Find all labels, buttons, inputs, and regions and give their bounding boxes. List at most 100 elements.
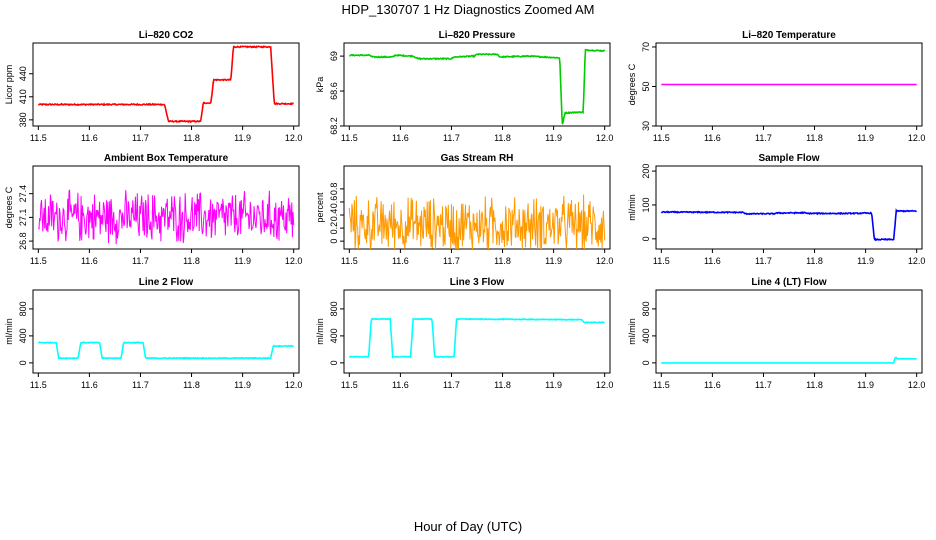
y-tick-label: 800 bbox=[329, 301, 339, 316]
x-tick-label: 11.6 bbox=[704, 380, 721, 390]
x-tick-label: 11.6 bbox=[81, 256, 98, 266]
x-tick-label: 11.8 bbox=[494, 256, 511, 266]
plot-frame bbox=[343, 42, 611, 127]
y-tick-label: 0.2 bbox=[329, 222, 339, 235]
y-axis-label: Licor ppm bbox=[4, 65, 14, 105]
panel-title: Gas Stream RH bbox=[441, 153, 514, 164]
x-tick-label: 11.6 bbox=[81, 380, 98, 390]
y-tick-label: 26.8 bbox=[18, 232, 28, 250]
y-tick-label: 27.1 bbox=[18, 209, 28, 227]
x-tick-label: 11.7 bbox=[443, 133, 460, 143]
y-tick-label: 800 bbox=[641, 301, 651, 316]
x-tick-label: 11.8 bbox=[183, 256, 200, 266]
x-tick-label: 11.8 bbox=[806, 133, 823, 143]
panel-line4-flow: Line 4 (LT) Flow 11.5 11.6 11.7 11.8 11.9 12.0… bbox=[627, 277, 925, 390]
y-tick-label: 0.8 bbox=[329, 183, 339, 196]
y-tick-label: 400 bbox=[329, 328, 339, 343]
x-tick-label: 11.9 bbox=[857, 380, 874, 390]
x-tick-label: 11.5 bbox=[30, 380, 47, 390]
x-tick-label: 12.0 bbox=[908, 380, 926, 390]
series-line bbox=[349, 317, 605, 359]
panel-pressure: Li–820 Pressure 11.5 11.6 11.7 11.8 11.9 12.0 6… bbox=[315, 30, 613, 143]
x-tick-label: 11.5 bbox=[653, 256, 670, 266]
panel-title: Line 3 Flow bbox=[450, 277, 505, 288]
y-axis-label: ml/min bbox=[627, 194, 637, 221]
x-tick-label: 12.0 bbox=[285, 133, 303, 143]
plot-frame bbox=[32, 165, 300, 250]
series-line bbox=[349, 48, 606, 125]
y-tick-label: 380 bbox=[18, 112, 28, 127]
x-tick-label: 11.5 bbox=[341, 380, 358, 390]
panel-title: Li–820 Pressure bbox=[439, 30, 516, 41]
panel-sample-flow: Sample Flow 11.5 11.6 11.7 11.8 11.9 12.0 0 100 2… bbox=[627, 153, 925, 266]
series-line bbox=[661, 356, 917, 364]
x-tick-label: 11.8 bbox=[806, 380, 823, 390]
figure-title: HDP_130707 1 Hz Diagnostics Zoomed AM bbox=[342, 2, 595, 17]
panel-title: Line 4 (LT) Flow bbox=[751, 277, 827, 288]
x-tick-label: 12.0 bbox=[285, 380, 303, 390]
y-tick-label: 27.4 bbox=[18, 185, 28, 203]
y-tick-label: 440 bbox=[18, 66, 28, 81]
plot-frame bbox=[655, 42, 923, 127]
plot-frame bbox=[343, 165, 611, 250]
x-tick-label: 11.9 bbox=[545, 380, 562, 390]
x-tick-label: 11.7 bbox=[132, 380, 149, 390]
x-tick-label: 11.5 bbox=[30, 256, 47, 266]
panels: Li–820 CO2 11.5 11.6 11.7 11.8 11.9 12.0 380 410… bbox=[4, 30, 925, 390]
series-line bbox=[660, 208, 917, 242]
x-tick-label: 12.0 bbox=[596, 256, 614, 266]
y-tick-label: 70 bbox=[641, 42, 651, 52]
y-axis-label: degrees C bbox=[4, 186, 14, 228]
x-tick-label: 12.0 bbox=[596, 133, 614, 143]
x-tick-label: 11.9 bbox=[234, 380, 251, 390]
x-tick-label: 12.0 bbox=[908, 256, 926, 266]
panel-title: Sample Flow bbox=[758, 153, 819, 164]
x-tick-label: 11.8 bbox=[494, 133, 511, 143]
x-tick-label: 11.8 bbox=[494, 380, 511, 390]
y-axis-label: degrees C bbox=[627, 63, 637, 105]
plot-frame bbox=[655, 289, 923, 374]
x-tick-label: 12.0 bbox=[908, 133, 926, 143]
series-line bbox=[37, 340, 294, 360]
y-tick-label: 0 bbox=[641, 360, 651, 365]
y-tick-label: 0 bbox=[641, 236, 651, 241]
x-tick-label: 11.5 bbox=[653, 133, 670, 143]
x-tick-label: 11.7 bbox=[132, 133, 149, 143]
y-tick-label: 0.6 bbox=[329, 196, 339, 209]
x-tick-label: 11.6 bbox=[81, 133, 98, 143]
panel-box-temp: Ambient Box Temperature 11.5 11.6 11.7 11.8 1… bbox=[4, 153, 302, 266]
panel-title: Line 2 Flow bbox=[139, 277, 194, 288]
y-tick-label: 69 bbox=[329, 51, 339, 61]
x-tick-label: 11.6 bbox=[392, 256, 409, 266]
x-tick-label: 11.9 bbox=[545, 256, 562, 266]
y-tick-label: 0 bbox=[18, 360, 28, 365]
panel-co2: Li–820 CO2 11.5 11.6 11.7 11.8 11.9 12.0 380 410… bbox=[4, 30, 302, 143]
x-tick-label: 11.6 bbox=[704, 256, 721, 266]
plot-frame bbox=[343, 289, 611, 374]
series-line bbox=[348, 194, 606, 250]
x-tick-label: 11.7 bbox=[755, 133, 772, 143]
y-axis-label: kPa bbox=[315, 77, 325, 93]
x-tick-label: 11.5 bbox=[653, 380, 670, 390]
x-tick-label: 12.0 bbox=[596, 380, 614, 390]
x-tick-label: 11.6 bbox=[704, 133, 721, 143]
x-tick-label: 11.7 bbox=[132, 256, 149, 266]
panel-line2-flow: Line 2 Flow 11.5 11.6 11.7 11.8 11.9 12.0 0 400 8… bbox=[4, 277, 302, 390]
x-tick-label: 11.7 bbox=[755, 380, 772, 390]
x-tick-label: 12.0 bbox=[285, 256, 303, 266]
y-axis-label: ml/min bbox=[315, 318, 325, 345]
x-tick-label: 11.9 bbox=[545, 133, 562, 143]
x-tick-label: 11.8 bbox=[183, 380, 200, 390]
y-tick-label: 200 bbox=[641, 164, 651, 179]
y-tick-label: 400 bbox=[18, 328, 28, 343]
y-tick-label: 68.2 bbox=[329, 117, 339, 135]
y-tick-label: 68.6 bbox=[329, 82, 339, 100]
y-tick-label: 100 bbox=[641, 197, 651, 212]
y-tick-label: 0.4 bbox=[329, 209, 339, 222]
x-tick-label: 11.5 bbox=[341, 256, 358, 266]
y-tick-label: 30 bbox=[641, 121, 651, 131]
series-line bbox=[37, 44, 294, 124]
x-tick-label: 11.7 bbox=[443, 380, 460, 390]
plot-frame bbox=[655, 165, 923, 250]
